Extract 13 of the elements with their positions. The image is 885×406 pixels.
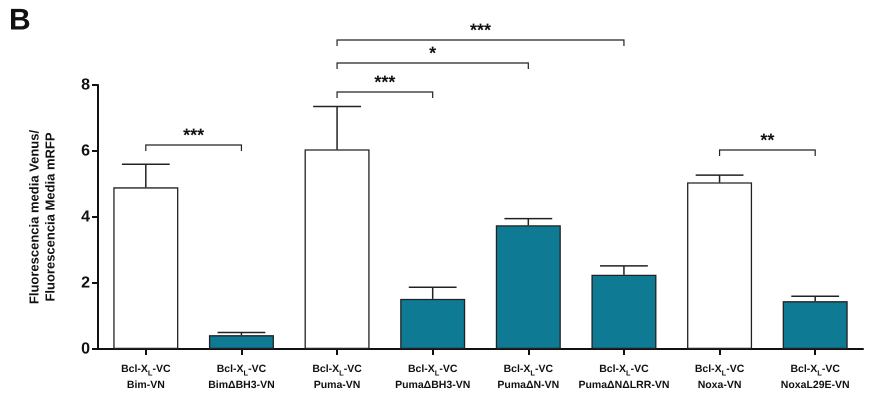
- bar: [208, 335, 274, 349]
- chart-title: B: [9, 4, 31, 36]
- y-tick-label: 4: [81, 208, 90, 226]
- text: ***: [470, 20, 492, 40]
- annotation: **: [760, 130, 774, 150]
- y-axis-title: Fluorescencia media Venus/ Fluorescencia Media mRFP: [26, 130, 58, 304]
- text: *: [429, 43, 436, 63]
- y-tick-label: 0: [81, 340, 90, 358]
- y-tick-label: 6: [81, 142, 90, 160]
- annotation: ***: [374, 72, 396, 92]
- annotation: ***: [183, 125, 204, 145]
- y-tick-label: 8: [81, 76, 90, 94]
- y-tick-label: 2: [81, 274, 90, 292]
